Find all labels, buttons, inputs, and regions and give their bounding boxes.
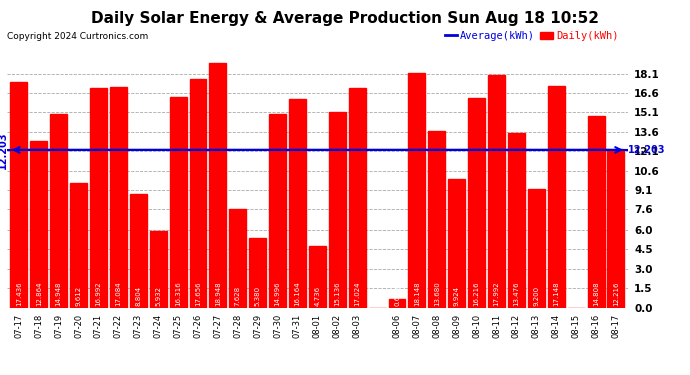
Text: 14.996: 14.996 [275,281,281,306]
Bar [10,82,28,308]
Text: 17.992: 17.992 [493,281,500,306]
Bar [130,194,147,308]
Text: 16.164: 16.164 [295,281,301,306]
Bar [508,134,525,308]
Text: 14.808: 14.808 [593,281,599,306]
Text: 9.924: 9.924 [454,286,460,306]
Text: 7.628: 7.628 [235,285,241,306]
Text: 12.203: 12.203 [0,131,8,169]
Bar [329,112,346,308]
Text: 17.148: 17.148 [553,281,560,306]
Legend: Average(kWh), Daily(kWh): Average(kWh), Daily(kWh) [440,27,622,45]
Text: 9.612: 9.612 [75,285,81,306]
Text: 12.203: 12.203 [628,145,665,155]
Text: 13.680: 13.680 [434,281,440,306]
Text: 4.736: 4.736 [315,285,320,306]
Text: 16.216: 16.216 [473,281,480,306]
Bar [528,189,545,308]
Text: 18.948: 18.948 [215,281,221,306]
Bar [588,116,604,308]
Text: 5.932: 5.932 [155,286,161,306]
Bar [469,98,485,308]
Bar [428,131,445,308]
Bar [229,209,246,308]
Bar [289,99,306,308]
Bar [408,73,425,308]
Bar [170,97,186,308]
Bar [448,179,465,308]
Bar [90,88,107,308]
Bar [309,246,326,308]
Text: 0.636: 0.636 [394,285,400,306]
Text: 15.136: 15.136 [334,281,340,306]
Bar [548,86,564,308]
Text: 8.804: 8.804 [135,285,141,306]
Bar [607,150,624,308]
Text: 16.992: 16.992 [95,281,101,306]
Text: Daily Solar Energy & Average Production Sun Aug 18 10:52: Daily Solar Energy & Average Production … [91,11,599,26]
Bar [70,183,87,308]
Text: 17.024: 17.024 [354,281,360,306]
Bar [269,114,286,308]
Text: 9.200: 9.200 [533,285,540,306]
Text: 16.316: 16.316 [175,281,181,306]
Bar [249,238,266,308]
Text: 13.476: 13.476 [513,281,520,306]
Text: 12.864: 12.864 [36,281,42,306]
Text: 17.436: 17.436 [16,281,22,306]
Bar [50,114,67,308]
Text: Copyright 2024 Curtronics.com: Copyright 2024 Curtronics.com [7,32,148,41]
Bar [348,88,366,308]
Bar [150,231,166,308]
Bar [488,75,505,307]
Text: 17.084: 17.084 [115,281,121,306]
Bar [190,80,206,308]
Text: 14.948: 14.948 [56,281,61,306]
Text: 17.656: 17.656 [195,281,201,306]
Text: 18.148: 18.148 [414,281,420,306]
Bar [388,299,406,307]
Bar [110,87,127,308]
Text: 12.216: 12.216 [613,281,619,306]
Text: 5.380: 5.380 [255,285,261,306]
Bar [30,141,47,308]
Bar [210,63,226,308]
